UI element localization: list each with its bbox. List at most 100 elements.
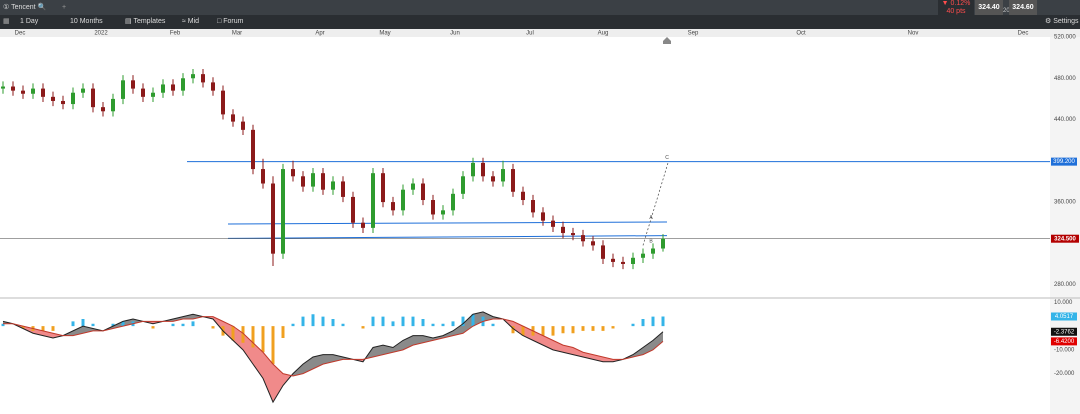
price-type[interactable]: ≈ Mid: [182, 18, 200, 25]
histogram-bar: [231, 326, 235, 341]
candle-body: [421, 183, 425, 201]
macd-fill: [463, 314, 473, 334]
toolbar: ▦ 1 Day 10 Months ▤ Templates ≈ Mid □ Fo…: [0, 15, 1080, 29]
last-price-label: 324.500: [1054, 236, 1076, 242]
candle-body: [141, 88, 145, 97]
scroll-marker[interactable]: [663, 37, 671, 44]
histogram-bar: [431, 323, 435, 327]
signal-line: [3, 316, 664, 377]
date-axis: [0, 29, 1080, 37]
histogram-bar: [321, 316, 325, 327]
templates[interactable]: ▤ Templates: [125, 18, 166, 25]
candle-body: [401, 189, 405, 211]
histogram-bar: [121, 321, 125, 327]
candle-body: [241, 121, 245, 130]
add-tab[interactable]: +: [62, 4, 67, 11]
candle-body: [451, 193, 455, 211]
candle-body: [621, 261, 625, 264]
histogram-bar: [241, 326, 245, 343]
candle-body: [371, 173, 375, 228]
candle-body: [531, 200, 535, 213]
candle-body: [21, 90, 25, 94]
histogram-bar: [361, 326, 365, 329]
histogram-bar: [261, 326, 265, 353]
layout-icon[interactable]: ▦: [3, 18, 10, 25]
x-tick-label: Nov: [908, 31, 919, 37]
settings[interactable]: ⚙ Settings: [1045, 18, 1079, 25]
candle-body: [431, 200, 435, 215]
y-tick-label: 480.000: [1054, 76, 1076, 82]
candle-body: [391, 202, 395, 211]
title-bar: ① Tencent 🔍 + ▼ 0.12% 40 pts 324.40 20 3…: [0, 0, 1080, 15]
candle-body: [601, 245, 605, 259]
bid[interactable]: 324.40: [975, 0, 1003, 15]
histogram-bar: [411, 316, 415, 327]
candle-body: [591, 241, 595, 246]
candle-body: [121, 80, 125, 99]
y-tick-label: 360.000: [1054, 200, 1076, 206]
change-pts: 40 pts: [946, 8, 966, 15]
macd-fill: [263, 352, 273, 403]
last-hist-box: [1051, 312, 1077, 321]
candle-body: [281, 169, 285, 254]
y-tick-label: -10.000: [1054, 347, 1075, 353]
candle-body: [641, 253, 645, 258]
histogram-bar: [651, 316, 655, 327]
candle-body: [31, 88, 35, 94]
interval[interactable]: 1 Day: [20, 18, 39, 25]
histogram-bar: [401, 316, 405, 327]
last-signal-box: [1051, 337, 1077, 346]
last-macd-label: -2.3762: [1054, 329, 1075, 335]
candle-body: [191, 74, 195, 79]
macd-fill: [273, 364, 283, 403]
y-tick-label: -20.000: [1054, 371, 1075, 377]
macd-fill: [553, 340, 563, 353]
histogram-bar: [441, 323, 445, 327]
range[interactable]: 10 Months: [70, 18, 103, 25]
histogram-bar: [111, 323, 115, 327]
macd-fill: [173, 316, 183, 322]
x-tick-label: Dec: [15, 31, 26, 37]
histogram-bar: [81, 319, 85, 327]
candle-body: [561, 226, 565, 234]
candle-body: [551, 220, 555, 227]
templates-label: Templates: [133, 18, 166, 25]
candle-body: [541, 212, 545, 221]
histogram-bar: [571, 326, 575, 334]
forum[interactable]: □ Forum: [217, 18, 244, 25]
candle-body: [521, 191, 525, 201]
candle-body: [91, 88, 95, 108]
macd-fill: [453, 323, 463, 336]
candle-body: [181, 78, 185, 91]
y-tick-label: 10.000: [1054, 300, 1073, 306]
candle-body: [411, 183, 415, 190]
candle-body: [131, 80, 135, 89]
x-tick-label: 2022: [94, 31, 108, 37]
macd-fill: [383, 345, 393, 355]
candle-body: [651, 248, 655, 254]
candle-body: [231, 114, 235, 122]
histogram-bar: [91, 323, 95, 327]
macd-line: [2, 311, 664, 404]
macd-fill: [483, 311, 493, 322]
histogram-bar: [461, 316, 465, 327]
price-type-label: Mid: [187, 18, 200, 25]
ask[interactable]: 324.60: [1009, 0, 1037, 15]
candle-body: [441, 210, 445, 215]
symbol-tab[interactable]: ① Tencent 🔍: [3, 4, 47, 11]
candle-body: [361, 222, 365, 228]
y-tick-label: 280.000: [1054, 282, 1076, 288]
hline-label: 399.200: [1053, 159, 1075, 165]
candle-body: [471, 162, 475, 177]
candle-body: [261, 169, 265, 184]
candle-body: [151, 92, 155, 97]
change: ▼ 0.12%: [941, 0, 971, 7]
candle-body: [111, 98, 115, 112]
histogram-bar: [211, 326, 215, 329]
macd-fill: [253, 342, 263, 379]
macd-fill: [413, 335, 423, 346]
histogram-bar: [311, 314, 315, 327]
candle-body: [51, 96, 55, 101]
